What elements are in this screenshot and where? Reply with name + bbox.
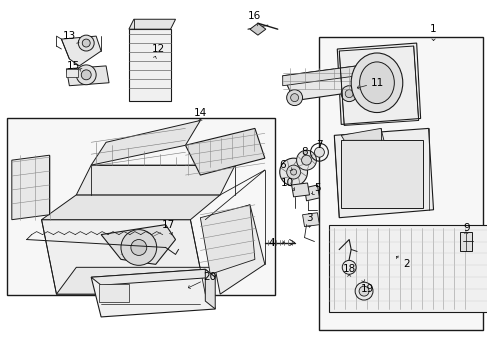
Circle shape [286,90,302,105]
Text: 13: 13 [62,31,76,41]
Circle shape [81,70,91,80]
Polygon shape [66,66,109,86]
Text: 16: 16 [248,11,261,21]
Ellipse shape [359,62,393,104]
Polygon shape [304,185,319,201]
Circle shape [314,147,324,157]
Circle shape [290,169,296,175]
Text: 14: 14 [193,108,206,117]
Polygon shape [91,121,200,165]
Text: 8: 8 [301,147,307,157]
Circle shape [345,90,352,98]
Bar [341,140,422,208]
Text: 19: 19 [360,284,373,294]
Text: 18: 18 [342,264,355,274]
Bar [319,37,482,330]
Bar [99,284,129,302]
Polygon shape [302,213,319,227]
Polygon shape [205,269,215,309]
Bar [328,225,487,312]
Bar [129,29,170,100]
Circle shape [131,239,146,255]
Text: 2: 2 [403,259,409,269]
Text: 12: 12 [152,44,165,54]
Polygon shape [91,269,215,317]
Bar [7,118,274,295]
Text: 3: 3 [305,213,312,223]
Text: 5: 5 [313,183,320,193]
Bar [459,231,471,251]
Polygon shape [341,129,383,140]
Polygon shape [101,225,175,264]
Polygon shape [291,183,309,197]
Polygon shape [76,165,235,195]
Polygon shape [56,267,220,294]
Circle shape [296,150,316,170]
Polygon shape [334,129,433,218]
Polygon shape [249,23,265,35]
Text: 6: 6 [279,160,285,170]
Text: 10: 10 [281,178,294,188]
Circle shape [301,155,311,165]
Text: 9: 9 [462,222,468,233]
Polygon shape [282,66,356,86]
Text: 1: 1 [429,24,436,34]
Circle shape [290,94,298,102]
Text: 20: 20 [203,272,216,282]
Circle shape [78,35,94,51]
Circle shape [76,65,96,85]
Bar [66,69,78,77]
Circle shape [341,86,356,102]
Polygon shape [185,129,264,175]
Polygon shape [200,205,254,274]
Polygon shape [205,205,264,294]
Circle shape [279,158,307,186]
Polygon shape [41,195,220,220]
Circle shape [354,282,372,300]
Text: 17: 17 [162,220,175,230]
Circle shape [358,286,368,296]
Polygon shape [337,43,420,125]
Text: 15: 15 [66,61,80,71]
Text: 7: 7 [315,140,322,150]
Polygon shape [129,19,175,29]
Circle shape [121,230,156,265]
Circle shape [82,39,90,47]
Circle shape [286,165,300,179]
Polygon shape [61,36,101,66]
Ellipse shape [350,53,402,113]
Polygon shape [12,155,49,220]
Polygon shape [41,220,205,294]
Circle shape [342,260,355,274]
Polygon shape [282,66,364,100]
Polygon shape [91,269,215,285]
Text: 11: 11 [369,78,383,88]
Text: 4: 4 [268,238,275,248]
